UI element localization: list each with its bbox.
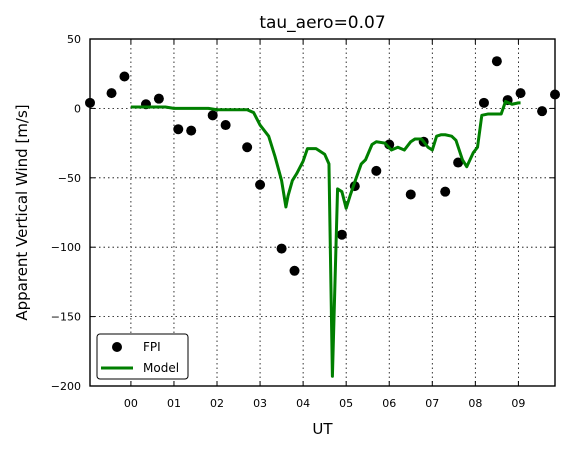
x-tick-label: 05 xyxy=(339,397,353,410)
y-tick-label: −50 xyxy=(58,172,81,185)
x-tick-label: 02 xyxy=(210,397,224,410)
fpi-point xyxy=(371,165,382,176)
x-tick-label: 03 xyxy=(253,397,267,410)
fpi-point xyxy=(106,88,117,99)
fpi-point xyxy=(515,88,526,99)
axis-ticks: 00 01 02 03 04 05 06 07 08 09 50 0 −50 −100 −150 −200 xyxy=(51,33,555,410)
legend-label-model: Model xyxy=(143,361,179,375)
fpi-point xyxy=(207,110,218,121)
grid xyxy=(90,39,555,386)
fpi-point xyxy=(153,93,164,104)
fpi-point xyxy=(276,243,287,254)
y-axis-label: Apparent Vertical Wind [m/s] xyxy=(13,104,31,320)
x-axis-label: UT xyxy=(312,420,333,438)
model-line xyxy=(130,99,521,378)
x-tick-label: 01 xyxy=(167,397,181,410)
fpi-point xyxy=(289,265,300,276)
fpi-point xyxy=(537,106,548,117)
fpi-point xyxy=(440,186,451,197)
x-tick-label: 09 xyxy=(511,397,525,410)
x-tick-label: 06 xyxy=(382,397,396,410)
y-tick-label: −100 xyxy=(51,241,81,254)
legend-label-fpi: FPI xyxy=(143,340,161,354)
fpi-point xyxy=(173,124,184,135)
x-tick-label: 04 xyxy=(296,397,310,410)
fpi-point xyxy=(453,157,464,168)
fpi-point xyxy=(478,97,489,108)
plot-frame xyxy=(89,38,556,387)
fpi-point xyxy=(255,179,266,190)
fpi-point xyxy=(186,125,197,136)
y-tick-label: 0 xyxy=(74,102,81,115)
y-tick-label: 50 xyxy=(67,33,81,46)
x-tick-label: 00 xyxy=(124,397,138,410)
y-tick-label: −200 xyxy=(51,380,81,393)
legend: FPI Model xyxy=(96,333,189,380)
fpi-point xyxy=(491,56,502,67)
legend-marker-fpi xyxy=(112,342,122,352)
plot-area xyxy=(85,56,560,378)
fpi-point xyxy=(336,229,347,240)
y-tick-label: −150 xyxy=(51,311,81,324)
fpi-point xyxy=(119,71,130,82)
chart-title: tau_aero=0.07 xyxy=(259,13,385,33)
x-tick-label: 08 xyxy=(468,397,482,410)
x-tick-label: 07 xyxy=(425,397,439,410)
fpi-point xyxy=(242,142,253,153)
fpi-point xyxy=(220,120,231,131)
fpi-point xyxy=(405,189,416,200)
